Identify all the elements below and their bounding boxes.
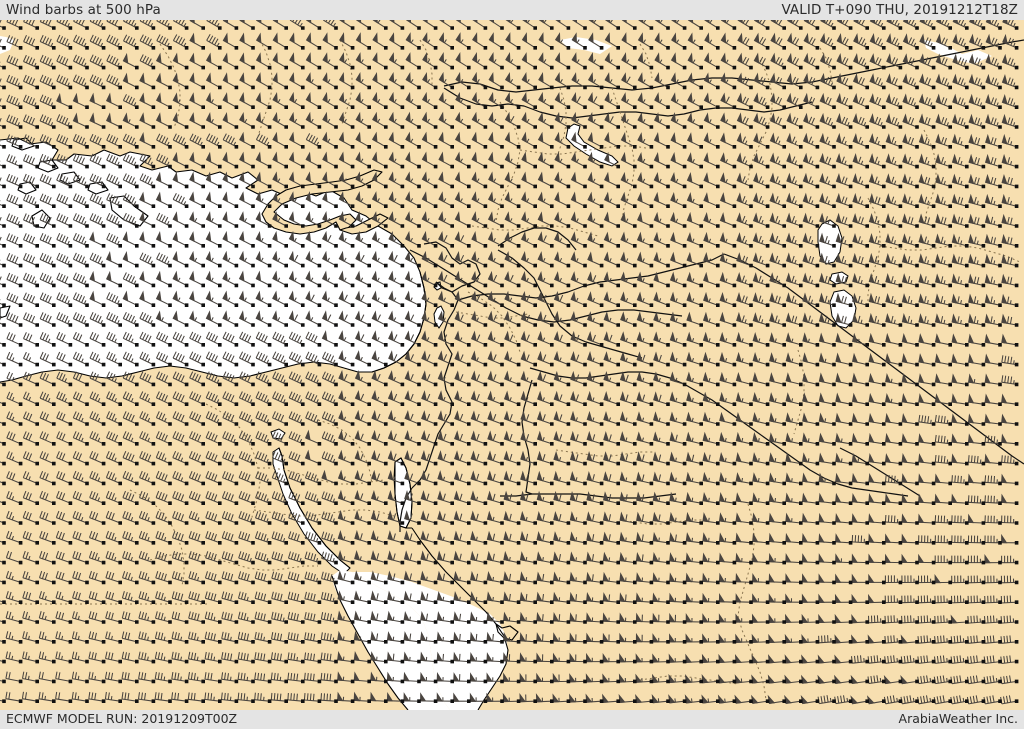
internal-iraq-1: [867, 197, 881, 306]
internal-saudi-1: [737, 503, 755, 617]
border-saudi-iraq: [409, 249, 683, 323]
internal-egypt-2: [258, 467, 385, 485]
internal-jordan-1: [467, 291, 521, 353]
red-sea-west-coast: [331, 575, 409, 710]
map-svg[interactable]: [0, 20, 1024, 710]
border-turkey-syria-lower: [443, 87, 813, 119]
sinai-outline: [278, 447, 351, 569]
internal-turkey-5: [639, 43, 653, 79]
header-bar: [0, 0, 1024, 20]
internal-syria-5: [471, 225, 599, 237]
border-israel-jordan: [411, 281, 459, 489]
border-jordan-iraq-saudi: [723, 253, 1024, 465]
internal-egypt-6: [253, 509, 395, 517]
wind-barb-layer: [0, 20, 1019, 705]
border-saudi-jordan-corner: [497, 227, 577, 251]
internal-syria-2: [519, 145, 647, 155]
internal-turkey-6: [819, 47, 833, 83]
levant-coast: [343, 271, 427, 373]
border-jordan-syria: [457, 253, 725, 301]
internal-sinai-1: [317, 419, 373, 485]
black-sea-2: [924, 40, 992, 64]
internal-turkey-2: [257, 39, 273, 137]
brand-label: ArabiaWeather Inc.: [898, 711, 1018, 726]
internal-iraq-4: [923, 129, 937, 227]
internal-egypt-1: [205, 403, 261, 525]
internal-saudi-5: [793, 349, 805, 435]
footer-bar: [0, 710, 1024, 729]
island-aegean-1: [11, 137, 35, 151]
barb-geometry: [0, 20, 1016, 705]
black-sea: [560, 37, 612, 54]
barb-geometry: [0, 20, 1017, 705]
map-canvas[interactable]: [0, 20, 1024, 710]
island-aegean-4: [87, 181, 109, 195]
border-turkey-syria: [443, 39, 1024, 93]
internal-iraq-3: [747, 59, 773, 181]
internal-saudi-4: [639, 675, 739, 685]
internal-turkey-1: [159, 43, 181, 129]
internal-egypt-3: [149, 553, 318, 571]
lake-tharthar: [817, 219, 843, 265]
page-title: Wind barbs at 500 hPa: [6, 2, 161, 18]
internal-syria-3: [555, 87, 567, 161]
internal-turkey-3: [339, 39, 353, 125]
internal-turkey-4: [419, 39, 433, 86]
lake-assad: [565, 123, 619, 167]
model-run-label: ECMWF MODEL RUN: 20191209T00Z: [6, 711, 238, 726]
island-crete: [0, 305, 11, 319]
saudi-red-sea-inlet: [495, 623, 519, 641]
valid-time-label: VALID T+090 THU, 20191212T18Z: [781, 2, 1018, 18]
